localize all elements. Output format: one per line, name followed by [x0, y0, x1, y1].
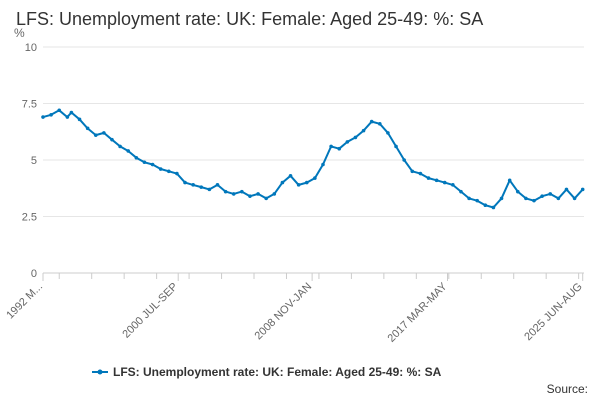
- data-point[interactable]: [548, 192, 553, 196]
- data-point[interactable]: [280, 180, 285, 185]
- legend-marker: [97, 369, 103, 375]
- y-tick-label: 5: [31, 155, 37, 167]
- data-point[interactable]: [183, 180, 187, 185]
- data-point[interactable]: [57, 108, 62, 113]
- data-point[interactable]: [345, 140, 350, 144]
- data-point[interactable]: [378, 122, 382, 126]
- data-point[interactable]: [580, 187, 585, 192]
- data-point[interactable]: [296, 183, 301, 187]
- data-point[interactable]: [77, 117, 82, 122]
- data-point[interactable]: [524, 196, 528, 201]
- data-point[interactable]: [353, 135, 358, 140]
- data-point[interactable]: [126, 149, 131, 153]
- data-point[interactable]: [166, 169, 171, 174]
- y-tick-label: 10: [25, 42, 37, 54]
- data-point[interactable]: [483, 203, 488, 207]
- data-point[interactable]: [85, 126, 90, 131]
- data-point[interactable]: [507, 178, 512, 183]
- data-point[interactable]: [65, 115, 70, 119]
- x-tick-label: 2000 JUL-SEP: [120, 281, 180, 341]
- data-point[interactable]: [394, 144, 398, 149]
- data-point[interactable]: [240, 189, 244, 194]
- data-point[interactable]: [93, 133, 98, 137]
- data-point[interactable]: [304, 180, 309, 185]
- data-point[interactable]: [158, 167, 163, 171]
- data-point[interactable]: [288, 174, 293, 178]
- legend[interactable]: LFS: Unemployment rate: UK: Female: Aged…: [92, 365, 442, 379]
- data-point[interactable]: [467, 196, 471, 201]
- series-line: [42, 109, 584, 209]
- data-point[interactable]: [41, 115, 45, 119]
- data-point[interactable]: [386, 131, 390, 135]
- data-point[interactable]: [426, 176, 431, 180]
- data-point[interactable]: [313, 176, 317, 180]
- data-point[interactable]: [150, 162, 155, 167]
- y-tick-label: 0: [31, 268, 37, 280]
- legend-label[interactable]: LFS: Unemployment rate: UK: Female: Aged…: [113, 365, 442, 379]
- x-tick-label: 2017 MAR-MAY: [386, 280, 451, 345]
- data-point[interactable]: [329, 144, 333, 149]
- data-point[interactable]: [49, 113, 53, 117]
- y-tick-label: 7.5: [22, 99, 37, 111]
- data-point[interactable]: [475, 198, 479, 203]
- data-point[interactable]: [248, 194, 252, 198]
- data-point[interactable]: [499, 196, 504, 201]
- data-point[interactable]: [361, 128, 366, 133]
- data-point[interactable]: [207, 187, 212, 192]
- data-point[interactable]: [102, 131, 106, 135]
- data-point[interactable]: [402, 158, 406, 162]
- data-point[interactable]: [264, 196, 268, 201]
- data-point[interactable]: [110, 137, 114, 142]
- gridlines: [43, 46, 584, 274]
- data-point[interactable]: [491, 205, 496, 210]
- series-layer: [41, 108, 585, 210]
- data-point[interactable]: [540, 194, 544, 198]
- data-point[interactable]: [256, 192, 260, 196]
- data-point[interactable]: [564, 187, 569, 192]
- data-point[interactable]: [223, 189, 228, 194]
- source-label[interactable]: Source:: [547, 382, 588, 396]
- x-tick-label: 1992 M...: [4, 281, 45, 322]
- data-point[interactable]: [556, 196, 561, 201]
- data-point[interactable]: [191, 183, 195, 187]
- data-point[interactable]: [134, 155, 139, 160]
- data-point[interactable]: [418, 171, 423, 176]
- y-axis-unit: %: [14, 26, 25, 40]
- data-point[interactable]: [231, 192, 236, 196]
- chart-title: LFS: Unemployment rate: UK: Female: Aged…: [16, 9, 483, 29]
- data-point[interactable]: [572, 196, 577, 201]
- data-point[interactable]: [199, 185, 204, 189]
- data-point[interactable]: [142, 160, 147, 165]
- y-axis-ticks: 0 2.5 5 7.5 10: [22, 42, 37, 280]
- x-tick-label: 2008 NOV-JAN: [253, 281, 315, 343]
- y-tick-label: 2.5: [22, 212, 37, 224]
- data-point[interactable]: [215, 183, 220, 187]
- data-point[interactable]: [69, 110, 74, 115]
- data-point[interactable]: [175, 171, 179, 176]
- data-point[interactable]: [459, 189, 463, 194]
- data-point[interactable]: [118, 144, 122, 149]
- data-point[interactable]: [272, 192, 277, 196]
- data-point[interactable]: [321, 162, 325, 167]
- data-point[interactable]: [410, 169, 415, 174]
- data-point[interactable]: [369, 119, 374, 124]
- data-point[interactable]: [442, 180, 447, 185]
- data-point[interactable]: [451, 183, 455, 187]
- data-point[interactable]: [532, 198, 536, 203]
- data-point[interactable]: [434, 178, 439, 183]
- data-point[interactable]: [337, 146, 342, 151]
- x-tick-label: 2025 JUN-AUG: [522, 281, 585, 344]
- x-axis: 1992 M... 2000 JUL-SEP 2008 NOV-JAN 2017 MA…: [4, 273, 585, 345]
- data-point[interactable]: [515, 189, 520, 194]
